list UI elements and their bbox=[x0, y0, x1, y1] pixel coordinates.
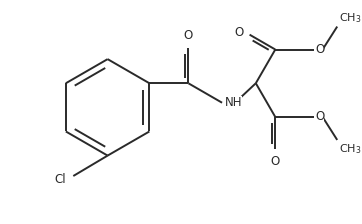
Text: O: O bbox=[235, 26, 244, 39]
Text: NH: NH bbox=[225, 96, 243, 109]
Text: O: O bbox=[315, 110, 324, 123]
Text: O: O bbox=[315, 43, 324, 56]
Text: Cl: Cl bbox=[54, 173, 66, 186]
Text: O: O bbox=[271, 155, 280, 168]
Text: CH$_3$: CH$_3$ bbox=[339, 11, 362, 25]
Text: O: O bbox=[184, 29, 193, 42]
Text: CH$_3$: CH$_3$ bbox=[339, 142, 362, 156]
